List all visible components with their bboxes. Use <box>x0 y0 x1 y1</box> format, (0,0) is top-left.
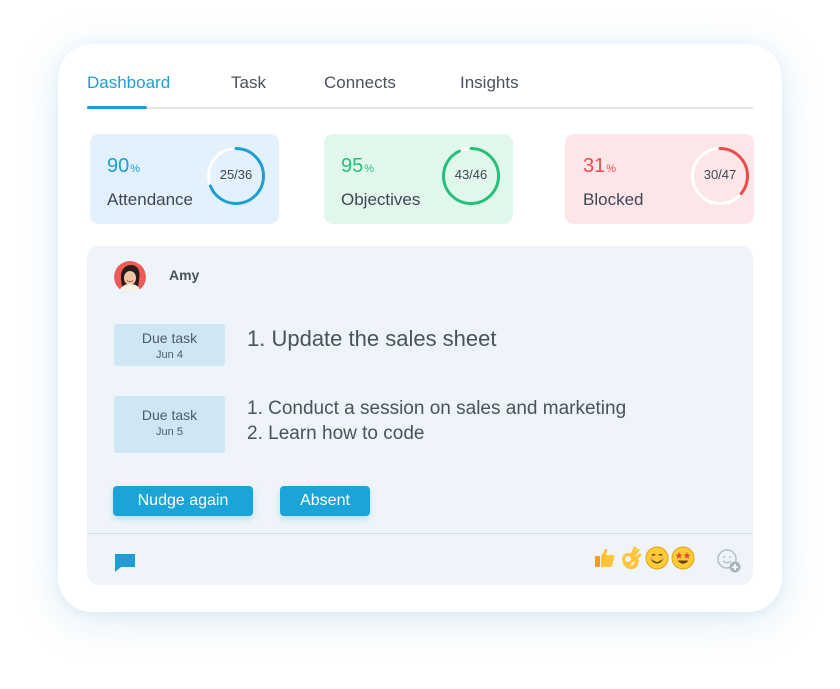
divider <box>87 533 753 534</box>
progress-count: 43/46 <box>454 167 488 182</box>
absent-button[interactable]: Absent <box>280 486 370 516</box>
tab-bar: Dashboard Task Connects Insights <box>87 68 753 109</box>
tab-connects[interactable]: Connects <box>324 73 396 92</box>
progress-arc <box>691 147 749 205</box>
tab-task[interactable]: Task <box>231 73 266 92</box>
active-tab-indicator <box>87 106 147 109</box>
task-feed-panel: Amy Due task Jun 4 1. Update the sales s… <box>87 246 753 585</box>
progress-ring: 30/47 <box>690 146 750 206</box>
chat-icon[interactable] <box>114 552 136 574</box>
due-task-label: Due task <box>141 330 198 346</box>
reaction-bar <box>593 546 695 570</box>
progress-count: 30/47 <box>703 167 737 182</box>
progress-arc <box>207 147 265 205</box>
due-task-date: Jun 4 <box>156 349 183 361</box>
add-reaction-icon[interactable] <box>716 548 742 574</box>
due-task-badge: Due task Jun 4 <box>114 324 225 366</box>
nudge-again-button[interactable]: Nudge again <box>113 486 253 516</box>
user-name: Amy <box>169 267 200 283</box>
ok-hand-icon[interactable] <box>619 546 643 570</box>
progress-ring: 25/36 <box>206 146 266 206</box>
stat-percent: 95% <box>341 155 375 177</box>
task-item: 1. Update the sales sheet <box>247 326 497 351</box>
progress-ring: 43/46 <box>441 146 501 206</box>
stat-label: Objectives <box>341 190 421 209</box>
tab-insights[interactable]: Insights <box>460 73 519 92</box>
stat-percent: 90% <box>107 155 141 177</box>
due-task-badge: Due task Jun 5 <box>114 396 225 453</box>
dashboard-card: Dashboard Task Connects Insights 90% Att… <box>58 44 782 612</box>
progress-arc <box>442 147 500 205</box>
user-avatar-icon[interactable] <box>114 261 146 293</box>
task-item: 2. Learn how to code <box>247 423 425 444</box>
smile-icon[interactable] <box>645 546 669 570</box>
stat-card-attendance[interactable]: 90% Attendance 25/36 <box>90 134 279 224</box>
tab-dashboard[interactable]: Dashboard <box>87 73 171 92</box>
star-struck-icon[interactable] <box>671 546 695 570</box>
stat-label: Attendance <box>107 190 194 209</box>
progress-count: 25/36 <box>219 167 253 182</box>
thumbs-up-icon[interactable] <box>593 546 617 570</box>
due-task-date: Jun 5 <box>156 426 183 438</box>
stat-card-objectives[interactable]: 95% Objectives 43/46 <box>324 134 513 224</box>
stat-label: Blocked <box>583 190 644 209</box>
stat-percent: 31% <box>583 155 617 177</box>
due-task-label: Due task <box>141 407 198 423</box>
stat-card-blocked[interactable]: 31% Blocked 30/47 <box>565 134 754 224</box>
task-item: 1. Conduct a session on sales and market… <box>247 398 627 419</box>
